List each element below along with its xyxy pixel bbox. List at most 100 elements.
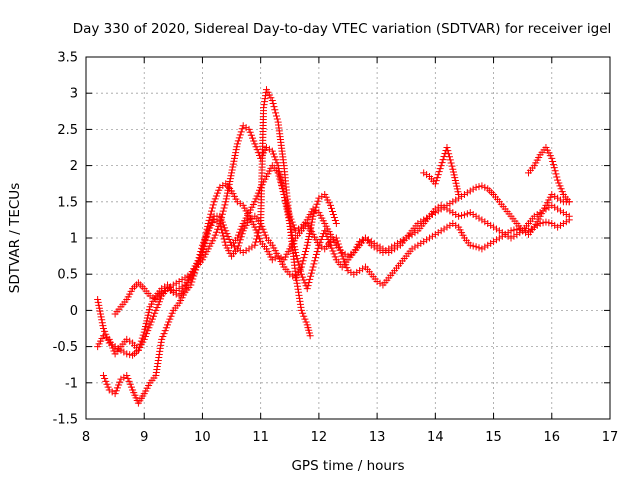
data-point [164, 321, 172, 329]
y-tick-label: 0 [70, 304, 78, 319]
data-point [530, 212, 538, 220]
data-point [102, 377, 110, 385]
data-point [208, 204, 216, 212]
data-point [466, 209, 474, 217]
data-point [134, 279, 142, 287]
data-point [328, 207, 336, 215]
data-point [391, 245, 399, 253]
data-point [242, 247, 250, 255]
data-point [218, 213, 226, 221]
data-point [272, 112, 280, 120]
data-point [552, 170, 560, 178]
data-point [411, 229, 419, 237]
data-point [123, 350, 131, 358]
data-point [245, 216, 253, 224]
data-point [239, 122, 247, 130]
data-point [347, 250, 355, 258]
data-point [446, 207, 454, 215]
x-axis-title: GPS time / hours [291, 458, 404, 474]
data-point [268, 96, 276, 104]
data-point [431, 205, 439, 213]
data-point [213, 218, 221, 226]
data-point [94, 296, 102, 304]
data-point [250, 137, 258, 145]
data-point [242, 124, 250, 132]
data-point [338, 252, 346, 260]
data-point [262, 144, 270, 151]
data-point [435, 168, 443, 176]
data-point [97, 313, 105, 321]
data-point [484, 241, 492, 249]
data-point [271, 153, 279, 161]
data-point [256, 223, 264, 231]
data-point [542, 218, 550, 226]
data-point [144, 327, 152, 335]
data-point [131, 350, 139, 358]
data-point [486, 187, 494, 195]
data-point [302, 318, 310, 326]
data-point [225, 183, 233, 191]
data-point [97, 310, 105, 318]
data-point [127, 383, 135, 391]
data-point [212, 192, 220, 200]
data-point [331, 217, 339, 225]
data-point [455, 191, 463, 199]
data-point [463, 189, 471, 197]
data-point [305, 278, 313, 286]
data-point [234, 242, 242, 250]
data-point [212, 228, 220, 236]
data-point [530, 223, 538, 231]
data-point [235, 134, 243, 142]
data-point [166, 283, 174, 291]
data-point [312, 254, 320, 262]
data-point [446, 156, 454, 164]
data-point [233, 140, 241, 148]
data-point [488, 189, 496, 197]
data-point [248, 243, 256, 251]
data-point [233, 245, 241, 253]
x-tick-label: 16 [544, 430, 561, 445]
data-point [337, 249, 345, 257]
data-point [304, 235, 312, 243]
data-point [481, 218, 489, 226]
data-point [219, 207, 227, 215]
data-point [274, 169, 282, 177]
data-point [487, 221, 495, 229]
data-point [150, 312, 158, 320]
data-point [238, 125, 246, 133]
data-point [449, 209, 457, 217]
data-point [123, 335, 131, 343]
data-point [434, 229, 442, 237]
data-point [330, 250, 338, 258]
y-tick-label: 1.5 [57, 195, 78, 210]
data-point [420, 169, 428, 177]
x-tick-label: 9 [140, 430, 148, 445]
data-point [268, 147, 276, 155]
data-point [469, 210, 477, 218]
data-point [149, 294, 157, 302]
data-point [472, 212, 480, 220]
data-point [248, 214, 256, 222]
data-point [222, 198, 230, 206]
data-point [559, 220, 567, 228]
data-point [178, 276, 186, 284]
data-point [255, 226, 263, 234]
data-point [252, 195, 260, 203]
data-point [111, 390, 119, 398]
data-point [146, 292, 154, 300]
data-point [420, 238, 428, 246]
data-point [411, 243, 419, 251]
data-point [108, 341, 116, 349]
x-tick-label: 8 [82, 430, 90, 445]
data-point [481, 183, 489, 191]
data-point [469, 185, 477, 193]
data-point [251, 198, 259, 206]
data-point [219, 182, 227, 190]
grid [86, 57, 610, 419]
data-point [220, 204, 228, 212]
data-point [113, 384, 121, 392]
data-point [472, 183, 480, 191]
data-point [542, 205, 550, 213]
data-point [120, 348, 128, 356]
data-point [168, 309, 176, 317]
